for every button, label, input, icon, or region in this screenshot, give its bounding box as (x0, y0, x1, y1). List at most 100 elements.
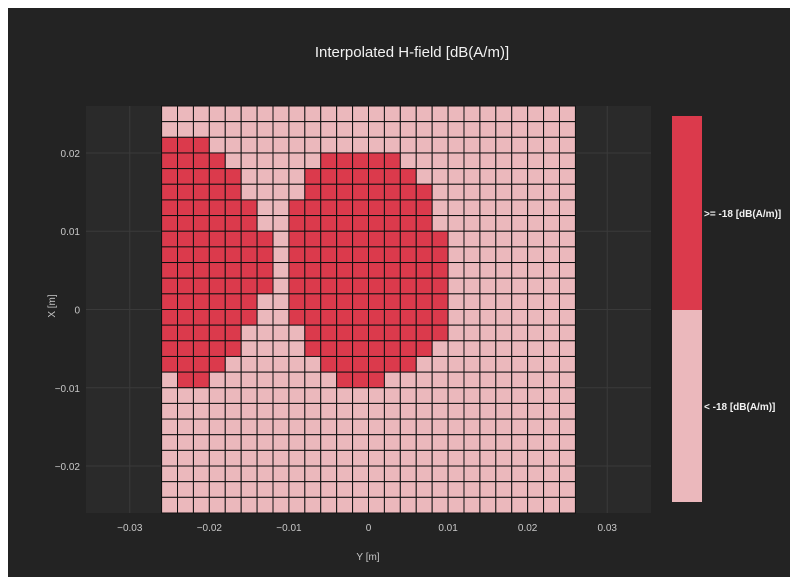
cell-low (240, 152, 258, 170)
cell-low (399, 449, 417, 467)
legend-low-label: < -18 [dB(A/m)] (704, 402, 775, 413)
cell-low (272, 434, 290, 451)
cell-low (527, 230, 545, 248)
cell-high (177, 277, 194, 295)
cell-low (511, 371, 529, 389)
cell-high (240, 309, 258, 326)
cell-low (224, 402, 242, 420)
cell-low (320, 434, 338, 451)
cell-high (320, 230, 338, 248)
cell-high (368, 309, 385, 326)
cell-low (527, 496, 545, 514)
cell-high (368, 324, 385, 342)
cell-high (240, 215, 258, 232)
cell-low (288, 105, 306, 123)
cell-low (192, 402, 210, 420)
cell-low (527, 262, 545, 279)
cell-high (192, 277, 210, 295)
cell-low (224, 418, 242, 436)
cell-high (336, 324, 354, 342)
cell-high (368, 371, 385, 389)
cell-low (527, 355, 545, 373)
cell-low (558, 246, 576, 264)
cell-low (177, 465, 194, 483)
cell-low (161, 496, 179, 514)
cell-low (479, 449, 497, 467)
cell-high (161, 199, 179, 217)
cell-low (447, 199, 465, 217)
cell-low (415, 387, 433, 404)
cell-high (256, 277, 274, 295)
cell-low (336, 481, 354, 498)
cell-low (447, 387, 465, 404)
cell-low (463, 418, 481, 436)
cell-low (479, 136, 497, 154)
cell-high (415, 309, 433, 326)
cell-low (208, 449, 226, 467)
cell-low (463, 152, 481, 170)
cell-low (527, 105, 545, 123)
cell-low (543, 309, 560, 326)
cell-low (511, 418, 529, 436)
cell-low (368, 418, 385, 436)
cell-high (192, 168, 210, 185)
cell-high (240, 230, 258, 248)
cell-high (177, 199, 194, 217)
cell-high (399, 215, 417, 232)
x-tick-label: 0.01 (438, 523, 458, 534)
cell-high (224, 262, 242, 279)
cell-low (511, 434, 529, 451)
cell-high (336, 355, 354, 373)
cell-high (399, 230, 417, 248)
cell-high (399, 309, 417, 326)
cell-low (256, 136, 274, 154)
cell-low (304, 402, 322, 420)
cell-low (192, 481, 210, 498)
cell-low (558, 121, 576, 138)
cell-low (558, 481, 576, 498)
cell-high (415, 277, 433, 295)
cell-low (447, 277, 465, 295)
cell-low (272, 168, 290, 185)
cell-high (336, 246, 354, 264)
cell-low (431, 152, 449, 170)
cell-high (177, 215, 194, 232)
cell-high (240, 199, 258, 217)
cell-high (208, 293, 226, 311)
cell-low (177, 434, 194, 451)
cell-low (383, 136, 401, 154)
cell-low (431, 168, 449, 185)
cell-low (527, 371, 545, 389)
cell-high (399, 324, 417, 342)
cell-low (431, 215, 449, 232)
cell-low (256, 152, 274, 170)
cell-low (511, 324, 529, 342)
cell-low (511, 230, 529, 248)
cell-low (352, 105, 369, 123)
cell-low (240, 121, 258, 138)
cell-high (399, 183, 417, 201)
cell-high (320, 355, 338, 373)
cell-low (240, 465, 258, 483)
cell-high (336, 168, 354, 185)
cell-high (304, 293, 322, 311)
cell-low (463, 121, 481, 138)
cell-low (495, 199, 513, 217)
cell-low (272, 324, 290, 342)
cell-low (479, 121, 497, 138)
cell-low (511, 152, 529, 170)
cell-low (447, 434, 465, 451)
cell-low (240, 496, 258, 514)
cell-low (463, 230, 481, 248)
cell-low (304, 136, 322, 154)
cell-high (161, 324, 179, 342)
cell-low (208, 434, 226, 451)
cell-low (288, 152, 306, 170)
cell-low (511, 481, 529, 498)
cell-low (558, 183, 576, 201)
cell-low (447, 481, 465, 498)
cell-low (288, 418, 306, 436)
cell-high (192, 230, 210, 248)
cell-high (336, 152, 354, 170)
cell-low (511, 105, 529, 123)
